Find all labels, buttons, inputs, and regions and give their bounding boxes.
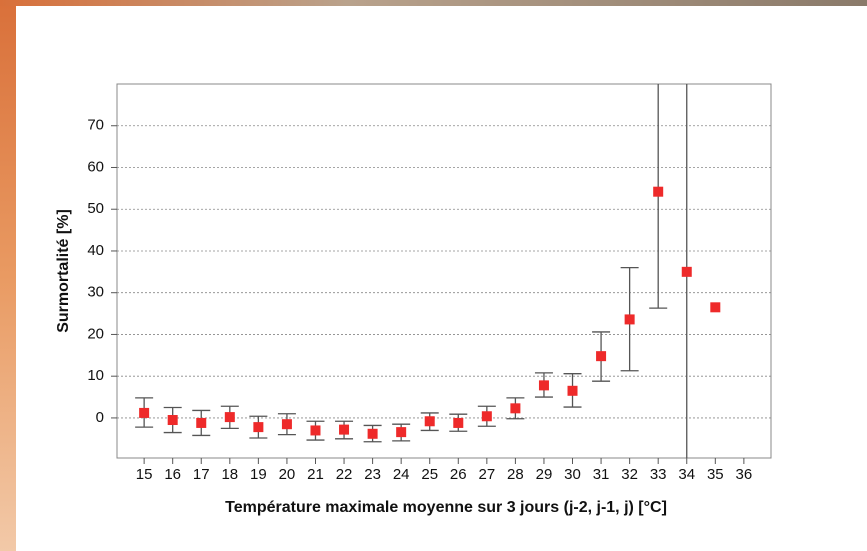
point: [367, 428, 378, 439]
x-tick-label: 31: [593, 466, 610, 483]
y-tick-label: 10: [87, 367, 104, 384]
plot-area: [116, 83, 772, 459]
x-tick-label: 26: [450, 466, 467, 483]
point: [567, 385, 578, 396]
x-tick-label: 15: [136, 466, 153, 483]
point: [339, 424, 350, 435]
point: [453, 417, 464, 428]
x-tick-label: 24: [393, 466, 410, 483]
x-tick-label: 29: [536, 466, 553, 483]
x-tick-label: 22: [336, 466, 353, 483]
plot: [117, 84, 771, 458]
x-tick-label: 32: [621, 466, 638, 483]
y-tick-label: 20: [87, 325, 104, 342]
point: [139, 407, 150, 418]
point: [510, 403, 521, 414]
x-tick-label: 19: [250, 466, 267, 483]
x-tick-label: 28: [507, 466, 524, 483]
point: [424, 416, 435, 427]
x-tick-label: 35: [707, 466, 724, 483]
point: [624, 314, 635, 325]
point: [481, 411, 492, 422]
x-tick-label: 36: [736, 466, 753, 483]
x-tick-label: 27: [478, 466, 495, 483]
x-tick-label: 34: [678, 466, 695, 483]
x-tick-label: 17: [193, 466, 210, 483]
point: [281, 419, 292, 430]
x-tick-label: 21: [307, 466, 324, 483]
point: [224, 412, 235, 423]
x-tick-label: 33: [650, 466, 667, 483]
point: [396, 427, 407, 438]
point: [538, 380, 549, 391]
point: [681, 266, 692, 277]
y-tick-label: 50: [87, 200, 104, 217]
x-tick-label: 23: [364, 466, 381, 483]
point: [596, 351, 607, 362]
y-tick-label: 0: [96, 409, 104, 426]
y-axis-title: Surmortalité [%]: [55, 209, 72, 333]
point: [196, 417, 207, 428]
point: [710, 302, 721, 313]
x-tick-label: 25: [421, 466, 438, 483]
point: [167, 415, 178, 426]
y-tick-label: 40: [87, 242, 104, 259]
point: [310, 425, 321, 436]
y-tick-label: 30: [87, 284, 104, 301]
x-tick-label: 18: [221, 466, 238, 483]
point: [653, 186, 664, 197]
decor-left: [0, 0, 16, 551]
x-axis-title: Température maximale moyenne sur 3 jours…: [225, 499, 667, 516]
x-tick-label: 20: [279, 466, 296, 483]
x-tick-label: 30: [564, 466, 581, 483]
y-tick-label: 60: [87, 158, 104, 175]
y-tick-label: 70: [87, 117, 104, 134]
point: [253, 422, 264, 433]
decor-top: [0, 0, 867, 6]
x-tick-label: 16: [164, 466, 181, 483]
